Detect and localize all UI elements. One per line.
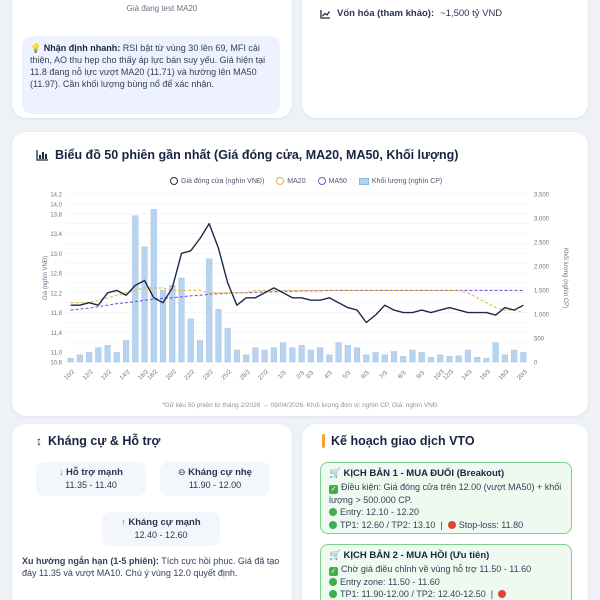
bar-chart-icon xyxy=(36,150,48,161)
legend-ma20[interactable]: MA20 xyxy=(276,177,306,185)
check-icon: ✓ xyxy=(329,566,338,576)
green-dot-icon xyxy=(329,508,337,516)
legend-ma50[interactable]: MA50 xyxy=(317,177,347,185)
sr-title-row: ↕ Kháng cự & Hỗ trợ xyxy=(36,434,160,448)
scenario-1-sl: Stop-loss: 11.80 xyxy=(458,519,524,530)
ma20-caption: Giá đang test MA20 xyxy=(126,4,198,13)
minus-circle-icon: ⊖ xyxy=(178,467,186,477)
cart-icon: 🛒 xyxy=(329,550,341,561)
scenario-1-box: 🛒 KỊCH BẢN 1 - MUA ĐUỔI (Breakout) ✓ Điều… xyxy=(320,462,572,534)
scenario-1-title: KỊCH BẢN 1 - MUA ĐUỔI (Breakout) xyxy=(343,468,505,479)
scenario-2-entry: Entry zone: 11.50 - 11.60 xyxy=(340,576,440,587)
bulb-icon: 💡 xyxy=(30,43,42,53)
price-chart-card xyxy=(12,132,588,416)
weak-resistance-pill: ⊖ Kháng cự nhẹ 11.90 - 12.00 xyxy=(160,462,270,496)
scenario-1-condition: Điều kiện: Giá đóng cửa trên 12.00 (vượt… xyxy=(329,481,562,505)
line-chart-icon xyxy=(320,9,331,19)
arrow-up-icon: ↑ xyxy=(121,517,126,527)
updown-arrow-icon: ↕ xyxy=(36,434,42,448)
accent-bar-icon xyxy=(322,434,325,448)
scenario-1-entry: Entry: 12.10 - 12.20 xyxy=(340,507,420,517)
weak-resistance-label: Kháng cự nhẹ xyxy=(188,467,252,478)
scenario-2-tp: TP1: 11.90-12.00 / TP2: 12.40-12.50 xyxy=(340,589,486,599)
sr-title: Kháng cự & Hỗ trợ xyxy=(48,434,161,448)
trend-text: Tích cực hồi phục. Giá đã tạo đáy 11.35 … xyxy=(22,556,280,578)
insight-text: RSI bật từ vùng 30 lên 69, MFI cải thiện… xyxy=(30,43,266,89)
short-term-trend: Xu hướng ngắn hạn (1-5 phiên): Tích cực … xyxy=(22,555,284,579)
company-info-card xyxy=(302,0,588,118)
legend-volume[interactable]: Khối lượng (nghìn CP) xyxy=(358,177,442,185)
plan-title: Kế hoạch giao dịch VTO xyxy=(331,434,475,448)
scenario-2-box: 🛒 KỊCH BẢN 2 - MUA HỒI (Ưu tiên) ✓ Chờ gi… xyxy=(320,544,572,600)
chart-section-title: Biểu đồ 50 phiên gần nhất (Giá đóng cửa,… xyxy=(36,148,458,162)
cart-icon: 🛒 xyxy=(329,468,341,479)
green-dot-icon xyxy=(329,577,337,586)
red-dot-icon xyxy=(447,520,456,529)
check-icon: ✓ xyxy=(329,484,338,494)
scenario-2-condition: Chờ giá điều chỉnh về vùng hỗ trợ 11.50 … xyxy=(341,563,532,574)
strong-support-value: 11.35 - 11.40 xyxy=(65,480,117,490)
strong-resistance-value: 12.40 - 12.60 xyxy=(134,530,188,540)
market-cap-row: Vốn hóa (tham khảo): ~1,500 tỷ VND xyxy=(320,8,502,19)
market-cap-label: Vốn hóa (tham khảo): xyxy=(337,8,435,19)
target-icon xyxy=(329,590,337,598)
legend-close[interactable]: Giá đóng cửa (nghìn VNĐ) xyxy=(170,177,264,185)
arrow-down-icon: ↓ xyxy=(59,467,64,477)
plan-title-row: Kế hoạch giao dịch VTO xyxy=(322,434,475,448)
weak-resistance-value: 11.90 - 12.00 xyxy=(188,480,242,490)
strong-support-label: Hỗ trợ mạnh xyxy=(66,467,123,478)
strong-resistance-label: Kháng cự mạnh xyxy=(128,517,201,528)
scenario-1-tp: TP1: 12.60 / TP2: 13.10 xyxy=(340,519,436,530)
strong-resistance-pill: ↑ Kháng cự mạnh 12.40 - 12.60 xyxy=(102,512,220,546)
red-dot-icon xyxy=(498,590,507,598)
chart-title: Biểu đồ 50 phiên gần nhất (Giá đóng cửa,… xyxy=(55,148,459,162)
target-icon xyxy=(329,520,337,529)
chart-legend[interactable]: Giá đóng cửa (nghìn VNĐ) MA20 MA50 Khối … xyxy=(170,177,442,185)
quick-insight-box: 💡 Nhận định nhanh: RSI bật từ vùng 30 lê… xyxy=(22,36,280,114)
chart-footnote: *Dữ liệu 50 phiên từ tháng 2/2026 → 09/0… xyxy=(162,402,438,409)
market-cap-value: ~1,500 tỷ VND xyxy=(440,8,503,19)
scenario-2-title: KỊCH BẢN 2 - MUA HỒI (Ưu tiên) xyxy=(343,550,490,561)
insight-label: Nhận định nhanh: xyxy=(43,43,121,53)
trend-label: Xu hướng ngắn hạn (1-5 phiên): xyxy=(22,556,159,566)
strong-support-pill: ↓ Hỗ trợ mạnh 11.35 - 11.40 xyxy=(36,462,146,496)
